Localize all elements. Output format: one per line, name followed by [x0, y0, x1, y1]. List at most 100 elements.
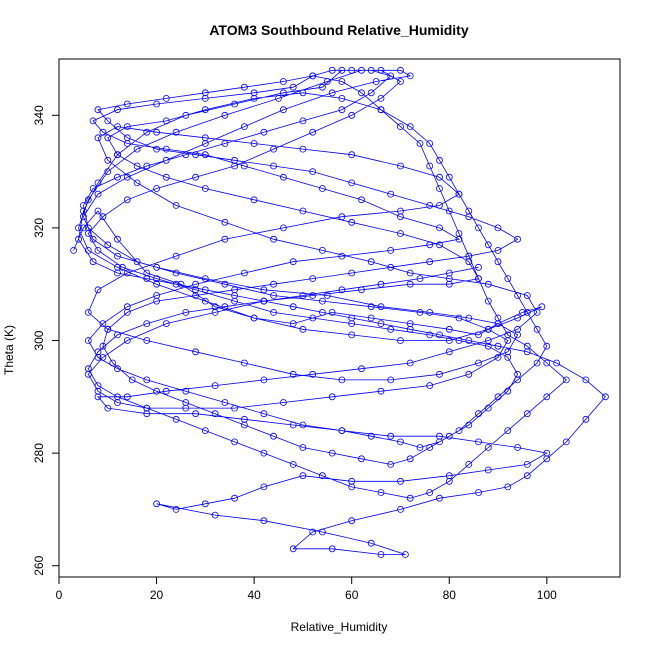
data-point [299, 117, 307, 125]
data-point [602, 393, 609, 401]
data-point [114, 106, 121, 114]
y-axis: 260 280 300 320 340 [32, 105, 60, 576]
data-point [484, 444, 492, 451]
data-point [162, 156, 170, 164]
data-point [401, 551, 409, 558]
data-point [133, 162, 141, 170]
data-point [436, 438, 443, 446]
data-point [299, 292, 307, 299]
data-point [406, 359, 414, 367]
data-point [123, 123, 131, 130]
data-point [162, 320, 170, 328]
data-point [231, 100, 239, 108]
data-point [221, 111, 229, 119]
data-point [250, 314, 258, 322]
data-point [397, 505, 404, 513]
data-point [494, 224, 502, 232]
data-point [377, 66, 385, 74]
data-point [133, 145, 141, 153]
data-point [104, 156, 112, 164]
data-point [465, 337, 473, 344]
data-point [80, 224, 87, 232]
data-point [338, 286, 346, 294]
data-point [367, 303, 375, 311]
data-point [114, 123, 121, 130]
data-point [201, 106, 209, 114]
data-point [279, 89, 287, 97]
data-point [201, 151, 209, 159]
data-point [504, 275, 512, 283]
data-point [201, 89, 209, 97]
data-point [211, 410, 219, 418]
data-point [114, 393, 121, 401]
data-point [494, 246, 502, 254]
data-point [289, 303, 297, 311]
data-point [221, 303, 229, 311]
data-point [406, 494, 414, 502]
data-point [445, 280, 453, 288]
data-point [484, 325, 492, 333]
data-point [94, 348, 102, 356]
data-point [377, 280, 385, 288]
data-point [70, 246, 77, 254]
data-point [484, 466, 492, 474]
data-point [504, 331, 512, 339]
data-point [426, 331, 434, 339]
data-point [367, 314, 375, 322]
data-point [387, 72, 395, 80]
data-point [445, 472, 453, 480]
data-point [406, 455, 414, 463]
data-point [114, 331, 121, 339]
y-tick-label: 280 [32, 443, 46, 463]
data-point [270, 162, 278, 170]
data-point [582, 415, 590, 423]
data-point [436, 370, 443, 378]
data-point [504, 387, 512, 395]
data-point [84, 337, 92, 344]
data-point [436, 241, 443, 249]
data-point [231, 297, 239, 305]
data-point [338, 376, 346, 384]
data-point [445, 173, 453, 181]
data-point [397, 213, 404, 221]
data-point [279, 399, 287, 406]
data-point [143, 376, 151, 384]
data-point [94, 190, 102, 198]
data-point [494, 393, 502, 401]
data-point [299, 89, 307, 97]
data-point [299, 444, 307, 451]
data-point [133, 179, 141, 187]
data-point [397, 438, 404, 446]
data-point [211, 382, 219, 390]
data-point [143, 162, 151, 170]
data-point [436, 331, 443, 339]
x-tick-label: 0 [56, 588, 63, 602]
data-point [309, 314, 317, 322]
data-point [182, 387, 190, 395]
data-point [153, 387, 161, 395]
data-point [99, 128, 107, 136]
data-point [192, 151, 200, 159]
data-point [318, 528, 326, 536]
data-point [475, 331, 482, 339]
data-point [323, 292, 331, 299]
data-point [377, 551, 385, 558]
data-point [99, 320, 107, 328]
data-point [436, 224, 443, 232]
data-point [84, 308, 92, 316]
data-point [143, 320, 151, 328]
data-point [153, 100, 161, 108]
data-point [475, 275, 482, 283]
data-point [328, 66, 336, 74]
data-point [270, 292, 278, 299]
data-point [153, 145, 161, 153]
data-point [387, 263, 395, 271]
data-point [533, 359, 541, 367]
data-point [397, 477, 404, 485]
data-point [172, 280, 180, 288]
data-point [153, 275, 161, 283]
data-point [318, 308, 326, 316]
data-point [416, 444, 424, 451]
data-point [94, 179, 102, 187]
data-point [260, 449, 268, 457]
